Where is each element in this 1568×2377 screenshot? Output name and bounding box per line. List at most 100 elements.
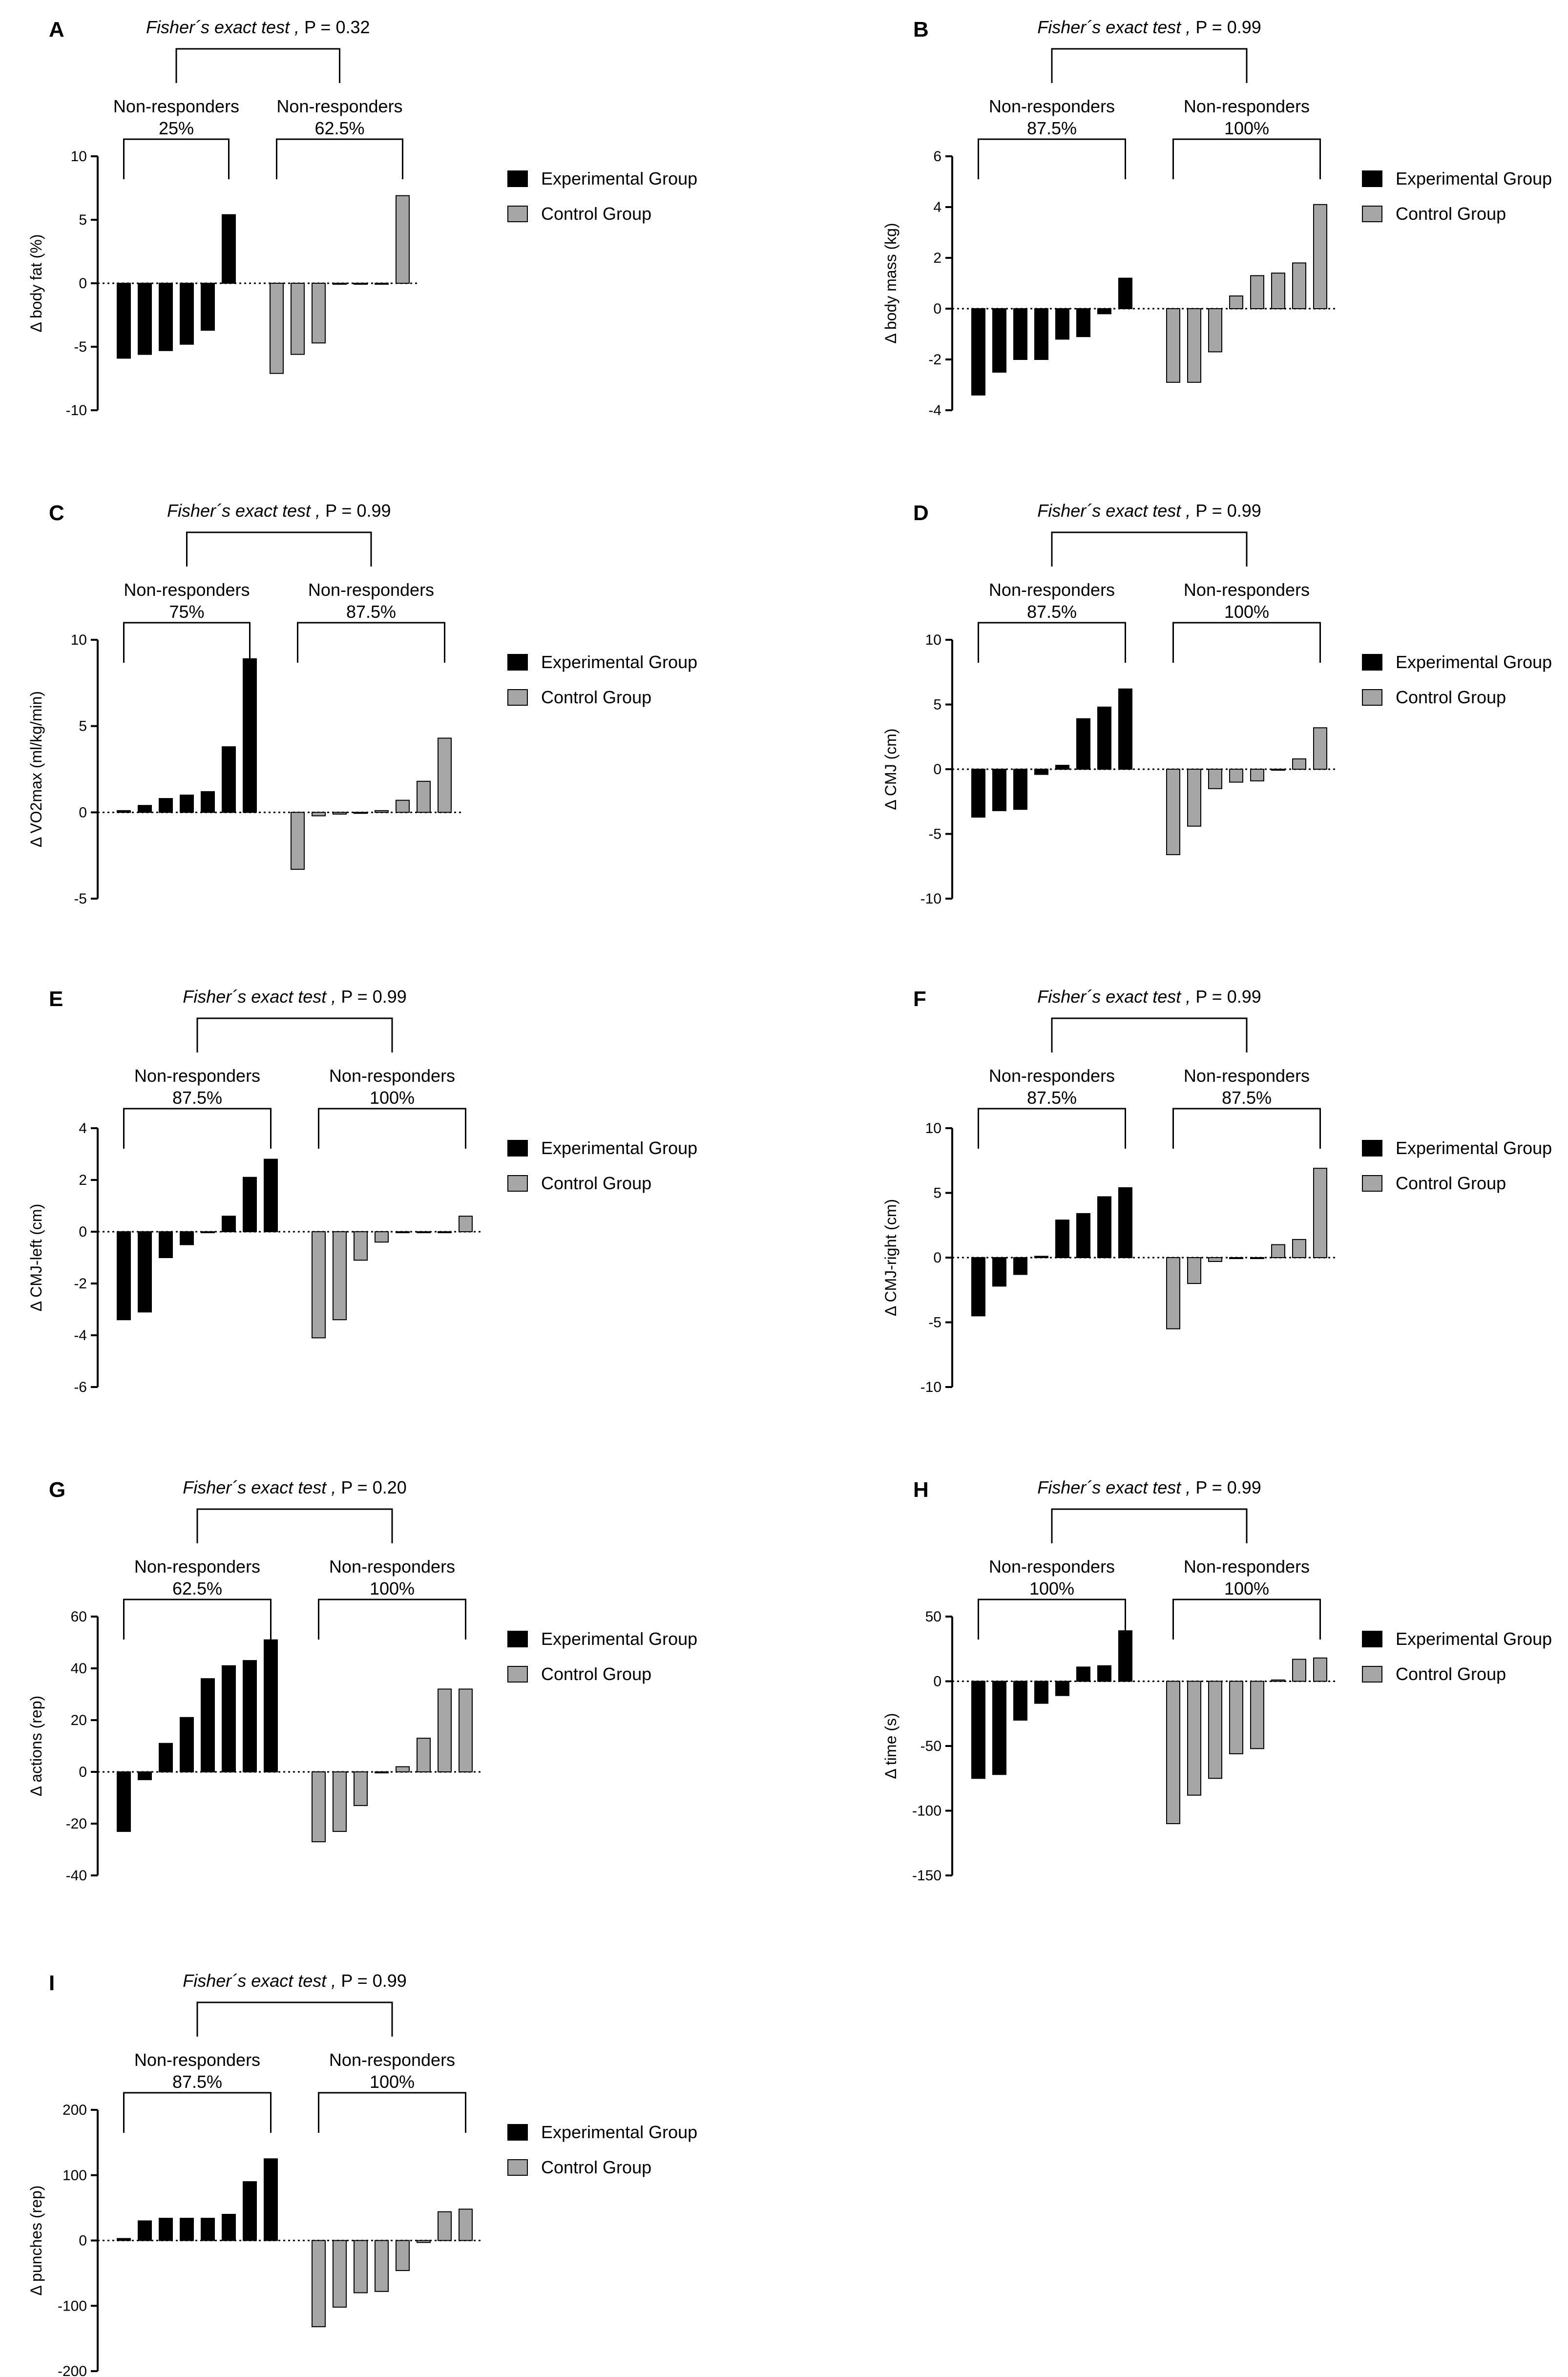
- bar-control: [1292, 262, 1306, 310]
- bar-control: [354, 1231, 368, 1261]
- legend-label-control: Control Group: [1396, 687, 1506, 707]
- nr-label-control: Non-responders: [329, 2050, 455, 2070]
- nr-pct-control: 100%: [1224, 1578, 1269, 1599]
- bar-experimental: [1034, 308, 1048, 360]
- bar-control: [396, 195, 410, 284]
- test-name: Fisher´s exact test ,: [183, 987, 341, 1007]
- legend-swatch-experimental: [1362, 1631, 1382, 1647]
- bar-control: [1166, 769, 1180, 855]
- bar-experimental: [1034, 1256, 1048, 1259]
- nr-pct-experimental: 87.5%: [172, 2072, 222, 2092]
- bar-control: [1313, 1657, 1327, 1682]
- bar-experimental: [1055, 308, 1069, 340]
- bracket-experimental: [123, 622, 251, 663]
- y-tick-label: 6: [933, 148, 941, 165]
- panel-letter-a: A: [49, 18, 64, 42]
- p-value: P = 0.32: [304, 17, 370, 37]
- test-name: Fisher´s exact test ,: [1037, 1477, 1195, 1497]
- bar-control: [396, 1766, 410, 1772]
- y-tick-label: 40: [71, 1661, 87, 1677]
- y-tick-label: 0: [933, 1250, 941, 1266]
- bar-experimental: [222, 746, 236, 813]
- bar-control: [1166, 1257, 1180, 1329]
- y-tick-label: 10: [71, 148, 87, 165]
- y-axis-label: Δ CMJ-left (cm): [27, 1204, 45, 1311]
- bar-experimental: [1013, 1257, 1027, 1275]
- bar-experimental: [1076, 308, 1090, 337]
- test-name: Fisher´s exact test ,: [1037, 987, 1195, 1007]
- legend-label-experimental: Experimental Group: [541, 2122, 697, 2142]
- bar-experimental: [138, 1771, 152, 1780]
- y-tick-label: -40: [66, 1868, 87, 1884]
- legend-label-experimental: Experimental Group: [1396, 168, 1552, 189]
- bar-control: [375, 2240, 389, 2292]
- p-value: P = 0.99: [1195, 987, 1261, 1007]
- bracket-comparison: [1051, 48, 1248, 83]
- bar-experimental: [117, 810, 131, 813]
- legend-swatch-experimental: [507, 1140, 528, 1157]
- legend-swatch-experimental: [507, 1631, 528, 1647]
- bar-experimental: [180, 1231, 194, 1245]
- panel-a: A Fisher´s exact test , P = 0.32 Non-respo…: [27, 17, 697, 419]
- bar-control: [1292, 1659, 1306, 1682]
- y-tick-label: 60: [71, 1609, 87, 1625]
- bar-experimental: [201, 283, 215, 331]
- bar-control: [417, 2240, 431, 2243]
- bar-control: [1229, 1257, 1243, 1259]
- panel-g: G Fisher´s exact test , P = 0.20 Non-respo…: [27, 1477, 697, 1884]
- bracket-comparison: [196, 1508, 393, 1543]
- legend-swatch-experimental: [1362, 170, 1382, 187]
- legend-swatch-experimental: [1362, 654, 1382, 671]
- legend-label-experimental: Experimental Group: [1396, 652, 1552, 672]
- bar-experimental: [180, 283, 194, 345]
- bracket-control: [297, 622, 445, 663]
- nr-pct-experimental: 87.5%: [1027, 602, 1077, 622]
- bar-control: [396, 1231, 410, 1233]
- bar-experimental: [159, 1743, 173, 1772]
- legend-label-control: Control Group: [1396, 204, 1506, 224]
- bar-control: [1313, 204, 1327, 309]
- y-axis-label: Δ body fat (%): [27, 234, 45, 332]
- bar-control: [417, 780, 431, 813]
- bar-control: [417, 1738, 431, 1773]
- y-tick-label: 0: [79, 1764, 87, 1780]
- legend-swatch-control: [1362, 206, 1382, 222]
- bar-experimental: [1013, 1681, 1027, 1721]
- panel-letter-f: F: [913, 987, 926, 1011]
- bar-control: [438, 737, 452, 813]
- nr-pct-control: 100%: [1224, 602, 1269, 622]
- bar-control: [1208, 1681, 1222, 1779]
- panel-letter-e: E: [49, 987, 63, 1011]
- y-tick-label: 20: [71, 1712, 87, 1728]
- y-tick-label: 0: [79, 275, 87, 292]
- nr-pct-experimental: 25%: [159, 118, 194, 138]
- bar-experimental: [1118, 1187, 1132, 1258]
- bracket-control: [1172, 622, 1321, 663]
- bar-experimental: [201, 791, 215, 813]
- bar-control: [438, 1688, 452, 1772]
- legend-swatch-control: [507, 2159, 528, 2176]
- bracket-control: [318, 1108, 466, 1149]
- nr-pct-control: 100%: [370, 2072, 415, 2092]
- panel-letter-i: I: [49, 1971, 55, 1995]
- y-tick-label: -10: [920, 891, 941, 907]
- bracket-comparison: [196, 2001, 393, 2037]
- bar-experimental: [1118, 277, 1132, 309]
- legend-swatch-experimental: [507, 170, 528, 187]
- bar-experimental: [1076, 718, 1090, 770]
- y-tick-label: -50: [920, 1738, 941, 1754]
- bar-control: [1187, 308, 1201, 383]
- y-tick-label: 0: [933, 1674, 941, 1690]
- bracket-experimental: [978, 1108, 1126, 1149]
- nr-label-experimental: Non-responders: [989, 96, 1115, 116]
- bracket-experimental: [123, 138, 230, 179]
- bar-experimental: [1055, 1220, 1069, 1258]
- nr-pct-experimental: 75%: [169, 602, 204, 622]
- nr-pct-control: 100%: [370, 1578, 415, 1599]
- y-axis-label: Δ time (s): [882, 1713, 899, 1779]
- bar-control: [1250, 275, 1264, 310]
- bar-control: [1271, 769, 1285, 771]
- y-tick-label: -200: [58, 2363, 87, 2377]
- bar-control: [375, 1231, 389, 1243]
- nr-label-control: Non-responders: [1184, 96, 1310, 116]
